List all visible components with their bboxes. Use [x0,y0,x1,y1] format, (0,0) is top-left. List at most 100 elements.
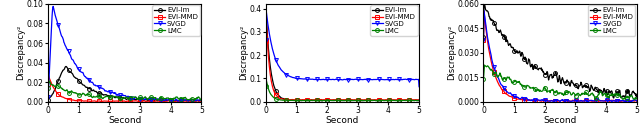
EVI-MMD [263,28,271,29]
EVI-MMD [175,100,182,102]
LMC [480,71,488,73]
EVI-lm [571,85,579,87]
Line: SVGD: SVGD [481,9,639,104]
SVGD [262,10,270,12]
EVI-lm [479,37,487,38]
EVI-lm [609,97,617,98]
LMC [138,98,146,99]
Y-axis label: Discrepancy²: Discrepancy² [447,25,456,80]
LMC [354,100,362,101]
SVGD [354,79,362,80]
SVGD [45,89,52,91]
X-axis label: Second: Second [326,116,359,125]
EVI-lm [354,100,362,101]
LMC [401,100,409,101]
SVGD [481,14,488,15]
EVI-MMD [45,76,53,78]
SVGD [574,100,582,102]
LMC [184,99,191,100]
SVGD [44,96,52,98]
EVI-MMD [44,83,52,84]
X-axis label: Second: Second [543,116,577,125]
EVI-MMD [415,100,423,101]
EVI-lm [392,100,400,101]
SVGD [189,101,196,102]
EVI-MMD [136,101,143,102]
LMC [633,98,640,100]
EVI-lm [188,101,196,102]
EVI-MMD [610,100,618,102]
LMC [574,93,582,94]
EVI-lm [354,100,362,101]
Line: EVI-MMD: EVI-MMD [481,10,639,103]
SVGD [415,86,423,88]
SVGD [584,101,592,102]
Legend: EVI-lm, EVI-MMD, SVGD, LMC: EVI-lm, EVI-MMD, SVGD, LMC [588,5,636,36]
EVI-lm [317,100,325,102]
EVI-MMD [262,40,269,42]
Y-axis label: Discrepancy²: Discrepancy² [17,25,26,80]
SVGD [184,100,191,101]
Line: EVI-lm: EVI-lm [46,64,204,103]
Line: EVI-lm: EVI-lm [264,13,421,103]
EVI-lm [415,100,423,102]
EVI-MMD [633,100,640,102]
SVGD [136,97,143,99]
LMC [609,94,617,96]
SVGD [401,78,409,80]
Line: EVI-MMD: EVI-MMD [264,15,421,102]
EVI-MMD [45,75,52,76]
LMC [571,93,579,95]
LMC [356,100,364,101]
LMC [392,100,399,101]
EVI-lm [184,100,191,102]
LMC [415,100,423,102]
SVGD [174,100,182,102]
SVGD [353,79,361,80]
EVI-MMD [353,99,361,101]
Line: LMC: LMC [264,78,421,103]
EVI-MMD [136,101,143,102]
EVI-lm [62,66,70,67]
Legend: EVI-lm, EVI-MMD, SVGD, LMC: EVI-lm, EVI-MMD, SVGD, LMC [370,5,418,36]
EVI-lm [574,87,582,89]
EVI-lm [45,98,52,99]
Legend: EVI-lm, EVI-MMD, SVGD, LMC: EVI-lm, EVI-MMD, SVGD, LMC [152,5,200,36]
SVGD [633,100,640,102]
Y-axis label: Discrepancy²: Discrepancy² [239,25,248,80]
EVI-MMD [392,99,399,101]
X-axis label: Second: Second [108,116,141,125]
EVI-MMD [401,99,409,100]
EVI-MMD [479,39,487,41]
LMC [572,95,579,96]
SVGD [138,98,146,100]
LMC [136,97,143,99]
EVI-MMD [139,100,147,102]
EVI-lm [481,3,488,5]
EVI-MMD [262,16,270,18]
EVI-lm [572,84,579,85]
LMC [262,79,270,81]
SVGD [49,6,57,7]
EVI-MMD [480,11,488,12]
LMC [136,97,143,99]
EVI-lm [262,14,270,16]
LMC [198,100,205,102]
EVI-lm [262,40,269,41]
EVI-MMD [481,16,488,17]
Line: LMC: LMC [46,79,204,103]
EVI-MMD [354,99,362,101]
SVGD [136,97,143,99]
EVI-MMD [184,100,192,102]
EVI-MMD [572,100,580,102]
LMC [45,84,52,85]
EVI-MMD [560,101,568,102]
EVI-MMD [356,99,364,100]
SVGD [620,100,627,102]
SVGD [356,79,364,80]
EVI-MMD [575,101,582,102]
SVGD [572,99,579,101]
SVGD [571,100,579,101]
EVI-lm [198,100,205,102]
EVI-lm [402,100,410,101]
